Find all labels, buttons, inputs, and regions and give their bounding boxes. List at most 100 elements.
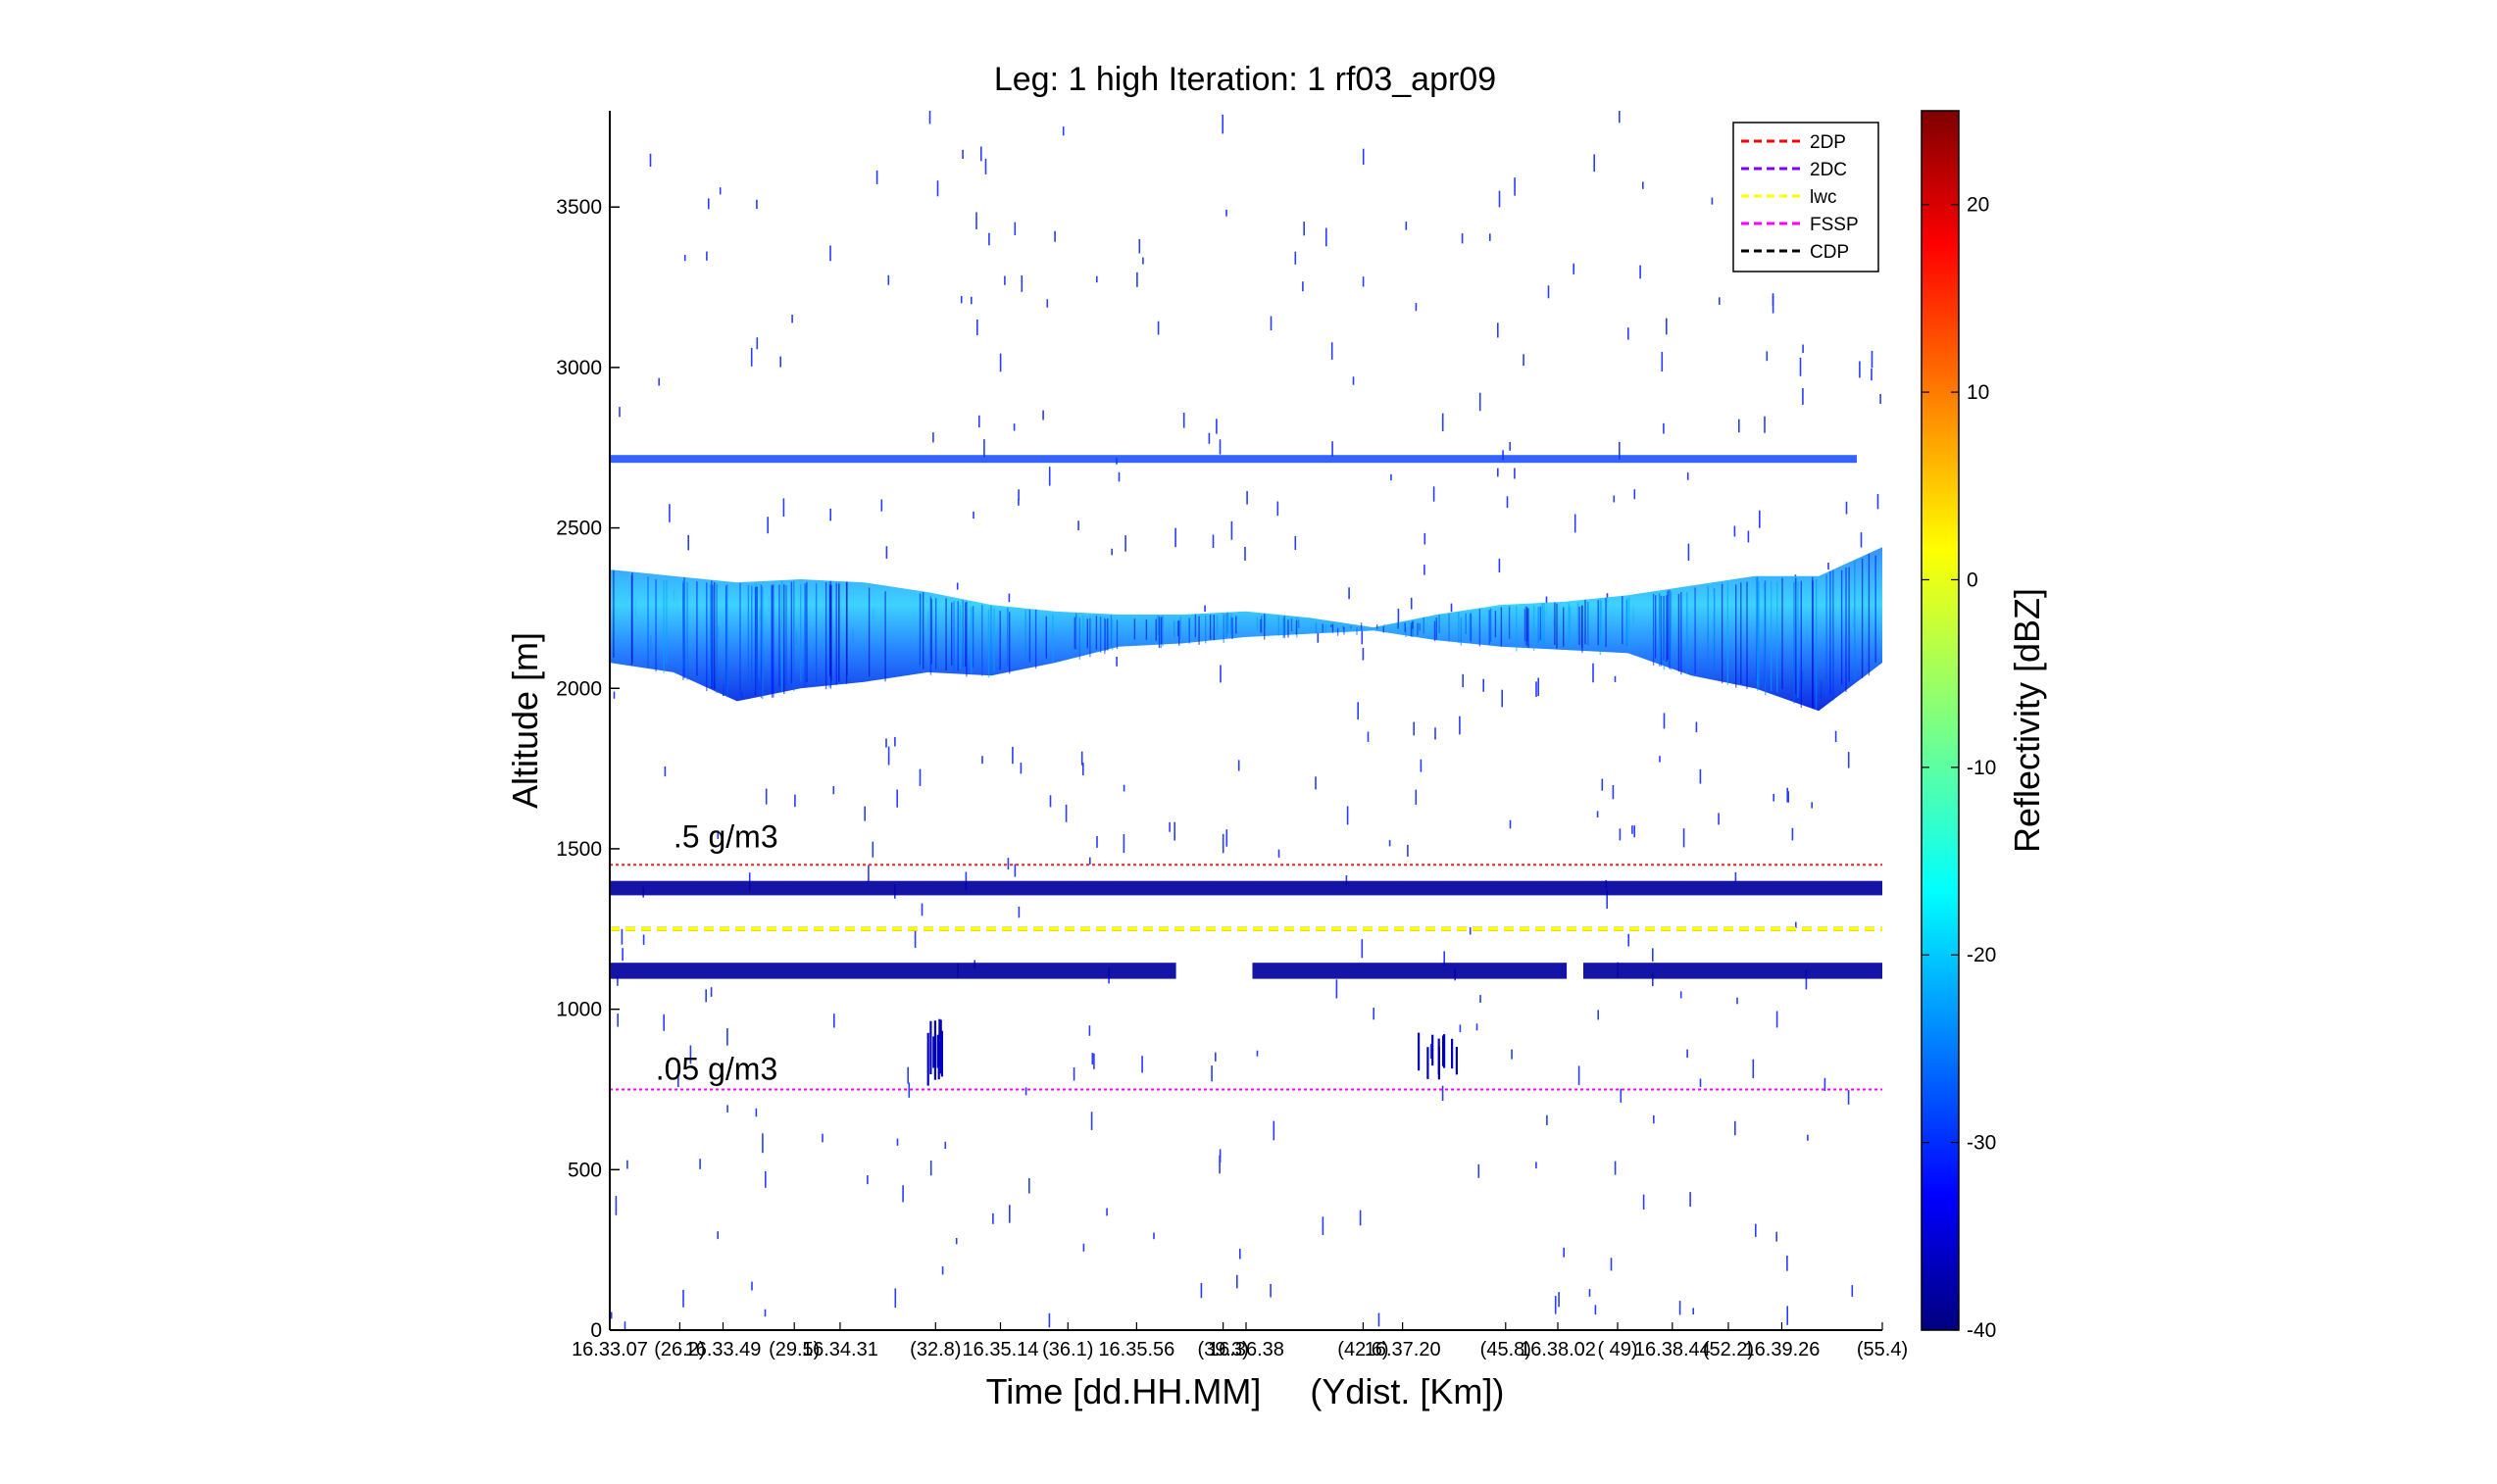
noise-speck xyxy=(1174,527,1176,548)
noise-speck xyxy=(1787,791,1789,803)
noise-speck xyxy=(1596,811,1599,817)
x-tick-label: (32.8) xyxy=(910,1339,961,1360)
noise-speck xyxy=(1124,535,1126,552)
noise-speck xyxy=(1018,906,1021,918)
noise-speck xyxy=(751,1281,753,1291)
noise-speck xyxy=(1610,1258,1613,1271)
noise-speck xyxy=(1362,276,1365,287)
noise-speck xyxy=(929,1161,932,1176)
noise-speck xyxy=(1554,1296,1557,1314)
noise-speck xyxy=(1506,496,1509,509)
x-tick-label: (45.8) xyxy=(1480,1339,1531,1360)
x-tick-label: 16.37.20 xyxy=(1365,1339,1441,1360)
noise-speck xyxy=(1415,303,1418,312)
x-tick-label: 16.33.07 xyxy=(572,1339,648,1360)
noise-speck xyxy=(621,928,624,945)
reference-lines xyxy=(610,864,1882,1091)
noise-speck xyxy=(864,806,866,821)
noise-speck xyxy=(705,989,707,1003)
colorbar-tick-label: 20 xyxy=(1967,194,1989,217)
noise-speck xyxy=(755,1108,758,1117)
noise-speck xyxy=(1013,423,1016,431)
noise-speck xyxy=(717,1231,719,1240)
noise-speck xyxy=(1123,834,1125,854)
noise-speck xyxy=(1432,486,1435,502)
x-tick-label: 16.38.02 xyxy=(1520,1339,1596,1360)
noise-speck xyxy=(610,1311,613,1319)
noise-speck xyxy=(1020,763,1023,774)
noise-speck xyxy=(1420,759,1423,772)
noise-speck xyxy=(983,439,985,458)
noise-speck xyxy=(1752,1059,1755,1079)
legend-label: 2DC xyxy=(1810,160,1847,180)
noise-speck xyxy=(1136,272,1138,287)
noise-speck xyxy=(1733,525,1736,537)
y-tick-label: 1500 xyxy=(556,838,602,861)
x-tick-label: 16.35.56 xyxy=(1098,1339,1174,1360)
noise-speck xyxy=(1042,410,1044,420)
noise-speck xyxy=(1153,1232,1155,1240)
noise-speck xyxy=(1018,489,1020,501)
noise-speck xyxy=(1443,951,1445,966)
noise-speck xyxy=(1766,351,1769,362)
noise-speck xyxy=(1755,1223,1757,1237)
noise-speck xyxy=(1633,825,1635,838)
noise-speck xyxy=(677,1075,679,1087)
noise-speck xyxy=(1315,776,1317,790)
noise-speck xyxy=(1509,441,1511,451)
annotations: .5 g/m3 .05 g/m3 xyxy=(656,818,778,1086)
noise-speck xyxy=(1799,357,1802,376)
noise-speck xyxy=(1573,514,1576,533)
noise-speck xyxy=(1096,836,1098,848)
noise-speck xyxy=(887,274,890,285)
noise-speck xyxy=(1388,840,1391,847)
noise-speck xyxy=(1407,844,1409,857)
noise-speck xyxy=(706,251,708,261)
noise-speck xyxy=(1174,821,1175,841)
noise-speck xyxy=(1362,648,1365,661)
noise-speck xyxy=(1772,293,1774,306)
noise-speck xyxy=(708,198,710,210)
noise-speck xyxy=(1090,1112,1093,1130)
noise-speck xyxy=(1659,756,1661,763)
noise-speck xyxy=(1563,1247,1565,1258)
noise-speck xyxy=(1429,1043,1432,1060)
y-tick-label: 1000 xyxy=(556,999,602,1021)
noise-speck xyxy=(1362,148,1365,165)
noise-speck xyxy=(1666,318,1668,335)
noise-speck xyxy=(1459,1024,1462,1032)
noise-speck xyxy=(1413,721,1415,736)
noise-speck xyxy=(829,245,831,262)
noise-speck xyxy=(1692,1308,1694,1314)
noise-speck xyxy=(726,1105,728,1113)
noise-speck xyxy=(1142,257,1144,265)
noise-speck xyxy=(1219,1155,1221,1174)
band-layer xyxy=(610,880,1882,896)
noise-speck xyxy=(1225,209,1227,217)
noise-speck xyxy=(1614,675,1617,682)
noise-speck xyxy=(617,1014,619,1027)
noise-speck xyxy=(914,930,917,949)
noise-speck xyxy=(1802,388,1804,405)
noise-speck xyxy=(978,415,980,427)
noise-speck xyxy=(649,153,652,167)
noise-speck xyxy=(1182,413,1185,428)
x-ticks: 16.33.07 (26.2)16.33.49 (29.5)16.34.31 (32.… xyxy=(572,1322,1908,1360)
colorbar-ticks: -40 -30 -20 -10 0 10 20 xyxy=(1922,194,1996,1342)
noise-speck xyxy=(1498,558,1501,572)
noise-speck xyxy=(1004,275,1006,285)
noise-speck xyxy=(894,736,896,747)
noise-speck xyxy=(955,1238,958,1245)
noise-speck xyxy=(689,1045,692,1064)
noise-speck xyxy=(1593,154,1595,173)
noise-speck xyxy=(1546,1114,1548,1125)
noise-speck xyxy=(1270,316,1273,331)
noise-speck xyxy=(1734,1120,1736,1136)
noise-speck xyxy=(1509,819,1512,829)
noise-speck xyxy=(1612,785,1615,800)
noise-speck xyxy=(1523,354,1524,367)
colorbar-label: Reflectivity [dBZ] xyxy=(2007,588,2047,853)
noise-speck xyxy=(682,1289,684,1308)
noise-speck xyxy=(880,499,883,512)
noise-speck xyxy=(1390,473,1392,481)
